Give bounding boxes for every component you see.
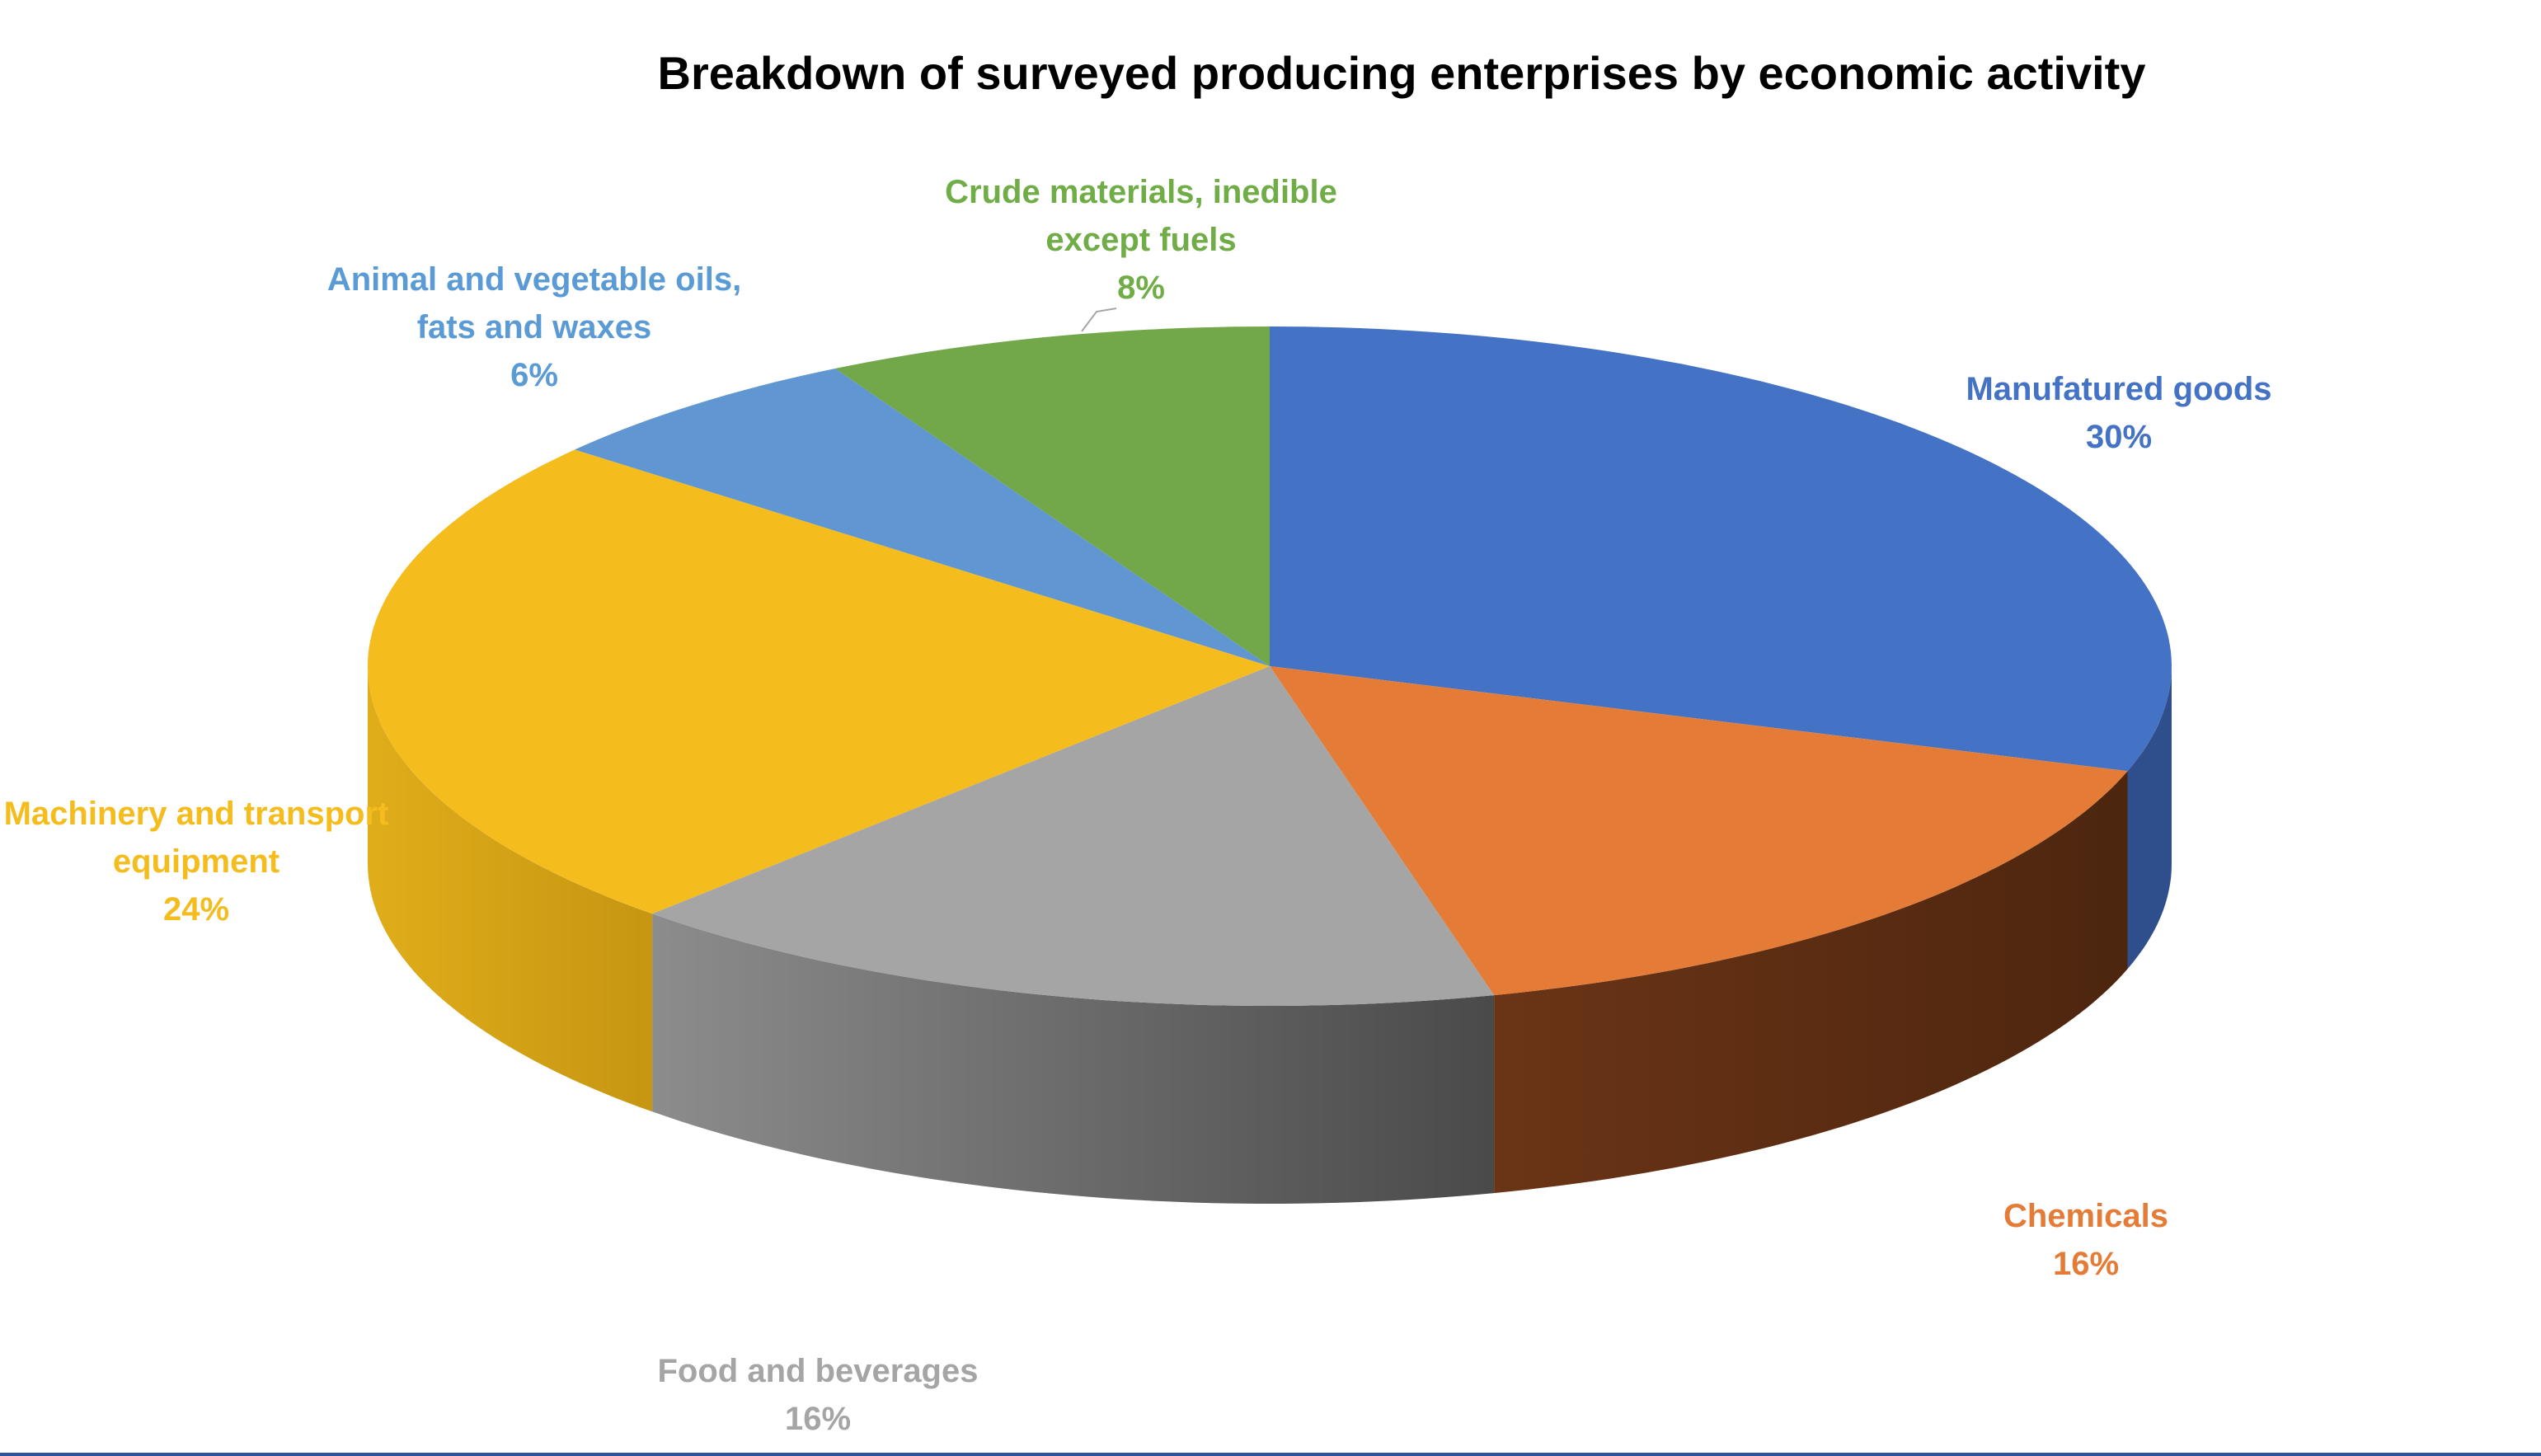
data-label-0: Manufatured goods 30% xyxy=(1966,371,2271,455)
data-label-2: Food and beverages 16% xyxy=(658,1353,979,1437)
data-label-4: Animal and vegetable oils, fats and waxes… xyxy=(327,261,741,393)
pie-slice-1 xyxy=(1270,666,2128,996)
data-label-3: Machinery and transport equipment 24% xyxy=(4,796,389,928)
pie-side-3 xyxy=(368,666,653,1112)
pie-slice-4 xyxy=(575,369,1270,666)
pie-slice-0 xyxy=(1270,326,2172,772)
pie-tops xyxy=(368,326,2172,1006)
pie-slice-2 xyxy=(652,666,1495,1006)
bottom-rule xyxy=(0,1453,2541,1456)
chart-title: Breakdown of surveyed producing enterpri… xyxy=(658,47,2146,99)
pie-side-0 xyxy=(2127,666,2172,970)
leader-line-crude-materials xyxy=(1081,308,1117,332)
pie-leaders xyxy=(1081,308,1117,332)
pie-side-2 xyxy=(652,914,1495,1204)
data-label-5: Crude materials, inedible except fuels 8% xyxy=(945,174,1337,306)
pie-slice-3 xyxy=(368,449,1270,914)
pie-side-1 xyxy=(1494,771,2128,1194)
pie-sides xyxy=(368,666,2172,1204)
data-label-1: Chemicals 16% xyxy=(2003,1198,2168,1282)
pie-labels: Manufatured goods 30% Chemicals 16% Food and… xyxy=(4,174,2272,1437)
pie-slice-5 xyxy=(835,326,1270,666)
